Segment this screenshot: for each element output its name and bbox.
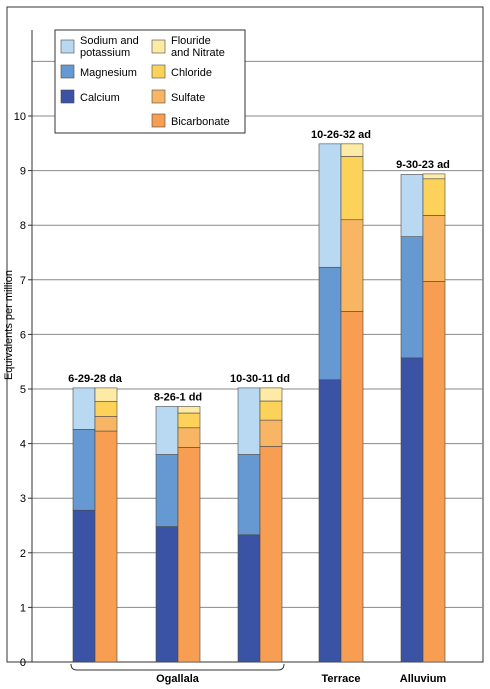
legend-swatch-chloride: [151, 64, 166, 79]
bar-cation-magnesium: [155, 454, 179, 527]
bar-cation-magnesium: [318, 266, 342, 381]
bars: [72, 143, 446, 663]
bar-cation-sodium-potassium: [318, 143, 342, 268]
bar-anion-chloride: [94, 401, 118, 417]
bar-anion-flouride-nitrate: [177, 406, 201, 414]
y-axis-ticks: 0 1 2 3 4 5 6 7 8 9 10: [14, 30, 33, 669]
bar-cation-sodium-potassium: [237, 387, 261, 455]
bar-cation-sodium-potassium: [400, 174, 424, 237]
legend-label-chloride: Chloride: [171, 67, 212, 79]
legend-box: [54, 29, 246, 134]
legend: Sodium and potassium Magnesium Calcium Flour…: [54, 29, 246, 134]
bar-anion-flouride-nitrate: [94, 387, 118, 402]
bar-cation-calcium: [400, 357, 424, 663]
bar-anion-bicarbonate: [422, 281, 446, 663]
bar-cation-magnesium: [72, 429, 96, 511]
bar-anion-chloride: [259, 400, 283, 421]
legend-swatch-magnesium: [60, 64, 75, 79]
bar-cation-sodium-potassium: [72, 387, 96, 430]
group-labels: Ogallala Terrace Alluvium: [70, 663, 447, 685]
bar-anion-flouride-nitrate: [340, 143, 364, 157]
legend-label-calcium: Calcium: [80, 92, 120, 104]
bar-cation-calcium: [155, 526, 179, 663]
legend-swatch-bicarbonate: [151, 113, 166, 128]
y-tick-label: 5: [20, 384, 26, 396]
bar-anion-sulfate: [94, 415, 118, 432]
y-tick-label: 6: [20, 329, 26, 341]
well-label: 8-26-1 dd: [154, 391, 202, 403]
legend-swatch-sulfate: [151, 89, 166, 104]
y-tick-label: 3: [20, 493, 26, 505]
bar-anion-sulfate: [177, 427, 201, 448]
y-tick-label: 4: [20, 439, 26, 451]
y-tick-label: 9: [20, 166, 26, 178]
bar-cation-calcium: [72, 509, 96, 663]
legend-label-sodium-potassium: Sodium and potassium: [80, 35, 139, 59]
y-tick-label: 7: [20, 275, 26, 287]
bar-anion-chloride: [177, 412, 201, 429]
well-labels: 6-29-28 da 8-26-1 dd 10-30-11 dd 10-26-32 a…: [68, 129, 450, 404]
bar-anion-chloride: [422, 178, 446, 216]
legend-swatch-flouride-nitrate: [151, 39, 166, 54]
legend-label-flouride-nitrate: Flouride and Nitrate: [171, 35, 225, 59]
bar-anion-bicarbonate: [94, 430, 118, 663]
y-tick-label: 10: [14, 111, 26, 123]
y-axis-label: Equivalents per million: [3, 270, 15, 380]
bar-anion-chloride: [340, 156, 364, 221]
well-label: 10-26-32 ad: [311, 129, 371, 141]
bar-anion-sulfate: [340, 219, 364, 312]
bar-cation-calcium: [237, 534, 261, 663]
y-tick-label: 0: [20, 657, 26, 669]
legend-label-sulfate: Sulfate: [171, 92, 205, 104]
well-label: 9-30-23 ad: [396, 159, 450, 171]
legend-label-magnesium: Magnesium: [80, 67, 137, 79]
bar-anion-bicarbonate: [177, 447, 201, 663]
legend-swatch-sodium-potassium: [60, 39, 75, 54]
well-label: 6-29-28 da: [68, 373, 123, 385]
legend-swatch-calcium: [60, 89, 75, 104]
y-tick-label: 8: [20, 220, 26, 232]
bar-cation-magnesium: [400, 236, 424, 359]
well-label: 10-30-11 dd: [230, 373, 290, 385]
bar-cation-calcium: [318, 379, 342, 663]
bar-anion-bicarbonate: [340, 311, 364, 663]
bar-anion-flouride-nitrate: [422, 173, 446, 180]
group-bracket: [70, 663, 285, 671]
bar-anion-bicarbonate: [259, 446, 283, 663]
group-label: Terrace: [322, 673, 361, 685]
group-label: Ogallala: [156, 673, 200, 685]
group-label: Alluvium: [400, 673, 447, 685]
y-tick-label: 2: [20, 548, 26, 560]
bar-cation-sodium-potassium: [155, 406, 179, 455]
bar-anion-sulfate: [259, 419, 283, 447]
bar-anion-flouride-nitrate: [259, 387, 283, 402]
y-tick-label: 1: [20, 602, 26, 614]
bar-anion-sulfate: [422, 215, 446, 282]
bar-cation-magnesium: [237, 454, 261, 536]
legend-label-bicarbonate: Bicarbonate: [171, 116, 230, 128]
